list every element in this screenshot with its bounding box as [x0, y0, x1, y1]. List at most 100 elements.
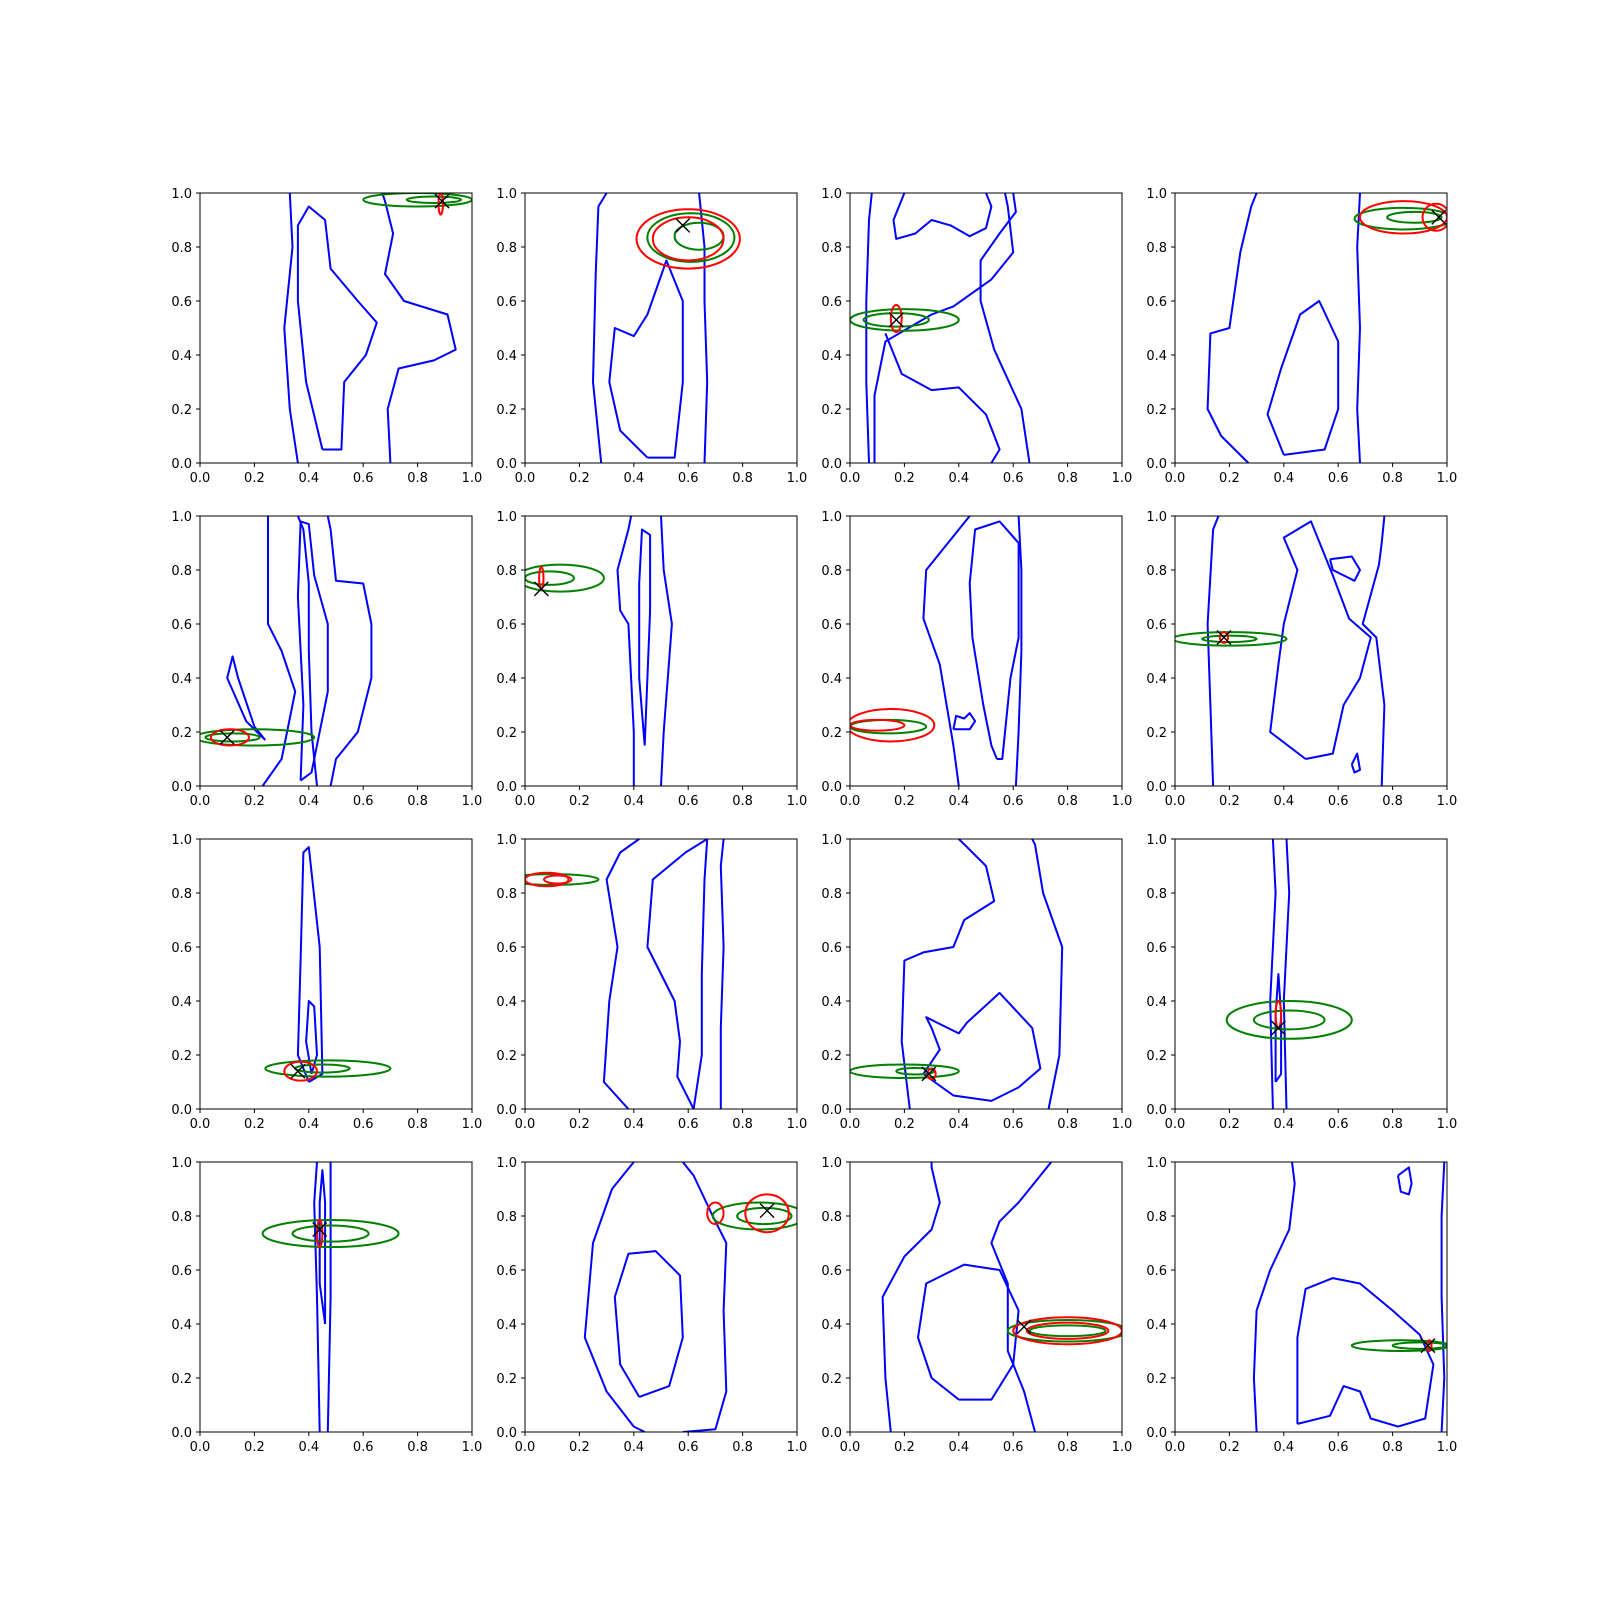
red-contour-line — [543, 874, 573, 885]
y-tick-label: 0.8 — [171, 241, 192, 256]
x-tick-label: 0.4 — [298, 794, 319, 809]
blue-contour-line — [261, 516, 297, 786]
blue-contour-line — [1031, 839, 1064, 1109]
red-contour-line — [209, 728, 250, 747]
y-tick-label: 0.8 — [1146, 887, 1167, 902]
x-tick-label: 0.0 — [1165, 794, 1186, 809]
y-tick-label: 0.2 — [171, 1372, 192, 1387]
plot-area — [592, 193, 741, 463]
blue-contour-line — [592, 193, 608, 463]
x-tick-label: 0.8 — [407, 1117, 428, 1132]
blue-contour-line — [1206, 516, 1220, 786]
blue-contour-line — [1350, 752, 1361, 774]
blue-contour-line — [608, 259, 684, 459]
y-tick-label: 0.4 — [496, 672, 517, 687]
x-tick-label: 0.6 — [678, 794, 699, 809]
green-contour-line — [1225, 1000, 1353, 1040]
blue-contour-line — [326, 1162, 332, 1432]
x-tick-label: 0.0 — [190, 1117, 211, 1132]
x-tick-label: 1.0 — [1437, 1440, 1458, 1455]
blue-contour-line — [692, 839, 709, 1109]
x-tick-label: 1.0 — [1437, 794, 1458, 809]
green-contour-line — [1350, 1339, 1447, 1352]
green-contour-line — [204, 732, 261, 743]
x-tick-label: 0.8 — [407, 794, 428, 809]
axes-frame — [199, 838, 473, 1110]
blue-contour-line — [602, 839, 640, 1109]
red-contour-line — [315, 1219, 324, 1249]
y-tick-label: 0.4 — [171, 995, 192, 1010]
subplot-7: 0.00.0 0.2 0.2 0.4 0.4 0.6 0.6 0.8 0.8 1.0 1.0 — [821, 510, 1132, 809]
x-tick-label: 0.4 — [1273, 471, 1294, 486]
y-tick-label: 1.0 — [1146, 833, 1167, 848]
axes-frame — [524, 192, 798, 464]
x-marker — [759, 1203, 775, 1219]
blue-contour-line — [1252, 1162, 1296, 1432]
plot-area — [200, 516, 373, 786]
y-tick-label: 0.0 — [1146, 1103, 1167, 1118]
red-contour-line — [1025, 1321, 1110, 1340]
x-tick-label: 0.6 — [353, 471, 374, 486]
x-tick-label: 1.0 — [462, 794, 483, 809]
blue-contour-line — [660, 516, 673, 786]
y-tick-label: 0.2 — [496, 1049, 517, 1064]
x-tick-label: 1.0 — [462, 471, 483, 486]
subplot-13: 0.00.0 0.2 0.2 0.4 0.4 0.6 0.6 0.8 0.8 1.0 1.0 — [171, 1156, 482, 1455]
x-tick-label: 0.6 — [353, 794, 374, 809]
blue-contour-line — [682, 1162, 728, 1432]
y-tick-label: 1.0 — [821, 833, 842, 848]
y-tick-label: 0.4 — [1146, 1318, 1167, 1333]
blue-contour-line — [326, 516, 373, 786]
x-marker — [290, 1063, 306, 1079]
blue-contour-line — [1397, 1166, 1413, 1196]
x-tick-label: 0.8 — [732, 471, 753, 486]
x-marker — [219, 729, 235, 745]
x-marker — [888, 312, 904, 328]
y-tick-label: 0.4 — [821, 349, 842, 364]
green-contour-line — [291, 1224, 370, 1243]
x-tick-label: 1.0 — [787, 471, 808, 486]
x-tick-label: 0.6 — [1328, 1440, 1349, 1455]
blue-contour-line — [381, 193, 457, 463]
y-tick-label: 0.6 — [1146, 941, 1167, 956]
y-tick-label: 0.6 — [821, 618, 842, 633]
y-tick-label: 1.0 — [496, 833, 517, 848]
x-tick-label: 0.2 — [244, 1117, 265, 1132]
green-contour-line — [1391, 1341, 1447, 1350]
subplot-15: 0.00.0 0.2 0.2 0.4 0.4 0.6 0.6 0.8 0.8 1.0 1.0 — [821, 1156, 1132, 1455]
x-tick-label: 1.0 — [787, 794, 808, 809]
axes-frame — [1174, 1161, 1448, 1433]
red-contour-line — [926, 1067, 937, 1081]
y-tick-label: 0.2 — [171, 1049, 192, 1064]
y-tick-label: 0.0 — [496, 457, 517, 472]
y-tick-label: 1.0 — [496, 510, 517, 525]
y-tick-label: 0.0 — [171, 1103, 192, 1118]
axes-frame — [1174, 838, 1448, 1110]
axes-frame — [524, 515, 798, 787]
x-tick-label: 0.2 — [569, 471, 590, 486]
blue-contour-line — [305, 1000, 318, 1075]
x-marker — [533, 581, 549, 597]
red-contour-line — [283, 1060, 318, 1082]
x-tick-label: 0.0 — [840, 1117, 861, 1132]
x-tick-label: 1.0 — [1437, 471, 1458, 486]
blue-contour-line — [881, 1162, 941, 1432]
green-contour-line — [1028, 1324, 1107, 1338]
y-tick-label: 0.2 — [1146, 403, 1167, 418]
blue-contour-line — [1361, 516, 1386, 786]
red-contour-line — [850, 718, 906, 732]
axes-frame — [1174, 515, 1448, 787]
x-tick-label: 0.8 — [732, 1117, 753, 1132]
x-tick-label: 0.0 — [190, 471, 211, 486]
axes-frame — [849, 192, 1123, 464]
x-marker — [312, 1222, 328, 1237]
green-contour-line — [646, 212, 736, 263]
y-tick-label: 0.0 — [496, 780, 517, 795]
subplot-5: 0.00.0 0.2 0.2 0.4 0.4 0.6 0.6 0.8 0.8 1.0 1.0 — [171, 510, 482, 809]
green-contour-line — [850, 1063, 960, 1079]
subplot-2: 0.00.0 0.2 0.2 0.4 0.4 0.6 0.6 0.8 0.8 1.0 1.0 — [496, 187, 807, 486]
red-contour-line — [525, 871, 570, 888]
y-tick-label: 0.2 — [1146, 1049, 1167, 1064]
x-tick-label: 0.4 — [298, 1440, 319, 1455]
plot-area — [261, 1162, 400, 1432]
